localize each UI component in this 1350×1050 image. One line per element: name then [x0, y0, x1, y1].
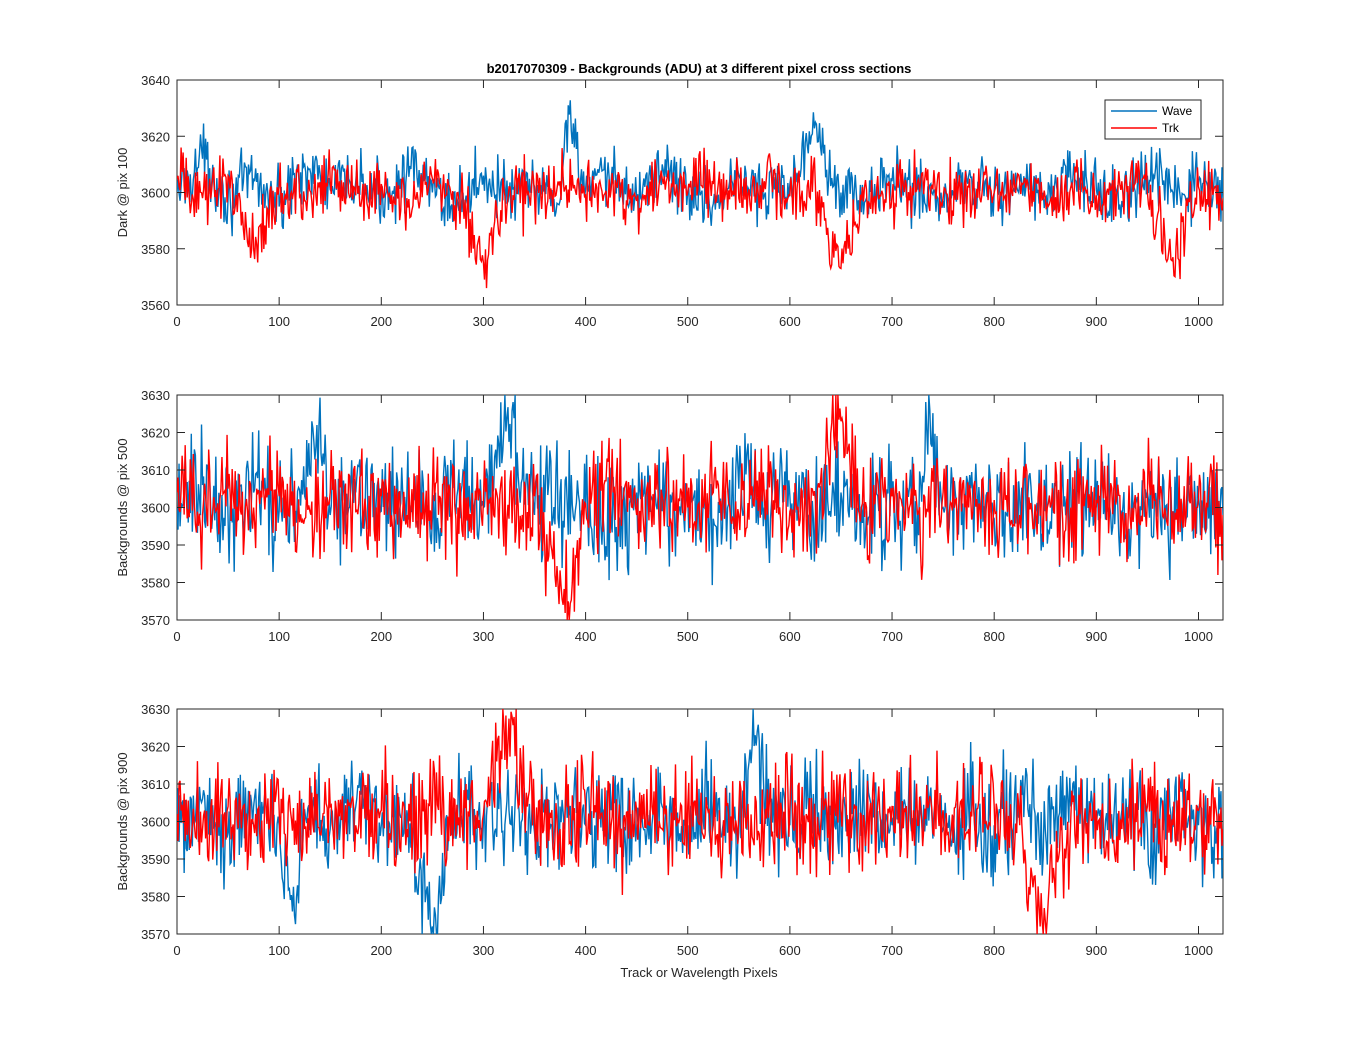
x-tick-label: 500 — [677, 314, 699, 329]
x-tick-label: 900 — [1085, 943, 1107, 958]
y-axis-label: Dark @ pix 100 — [115, 148, 130, 238]
x-tick-label: 400 — [575, 629, 597, 644]
y-tick-label: 3600 — [141, 186, 170, 201]
x-tick-label: 400 — [575, 943, 597, 958]
y-tick-label: 3620 — [141, 740, 170, 755]
x-tick-label: 0 — [173, 314, 180, 329]
x-tick-label: 300 — [473, 314, 495, 329]
x-tick-label: 800 — [983, 629, 1005, 644]
y-tick-label: 3640 — [141, 73, 170, 88]
x-tick-label: 100 — [268, 314, 290, 329]
x-tick-label: 1000 — [1184, 314, 1213, 329]
y-tick-label: 3570 — [141, 927, 170, 942]
legend-label-wave: Wave — [1162, 104, 1193, 118]
x-tick-label: 800 — [983, 314, 1005, 329]
x-tick-label: 500 — [677, 629, 699, 644]
y-tick-label: 3580 — [141, 890, 170, 905]
y-tick-label: 3620 — [141, 426, 170, 441]
x-axis-label: Track or Wavelength Pixels — [620, 965, 778, 980]
x-tick-label: 200 — [370, 314, 392, 329]
x-tick-label: 300 — [473, 943, 495, 958]
series-line-trk — [177, 147, 1223, 289]
y-tick-label: 3560 — [141, 298, 170, 313]
x-tick-label: 200 — [370, 943, 392, 958]
x-tick-label: 700 — [881, 943, 903, 958]
x-tick-label: 700 — [881, 629, 903, 644]
series-line-wave — [177, 709, 1223, 934]
x-tick-label: 700 — [881, 314, 903, 329]
x-tick-label: 600 — [779, 943, 801, 958]
x-tick-label: 400 — [575, 314, 597, 329]
y-tick-label: 3590 — [141, 538, 170, 553]
x-tick-label: 600 — [779, 629, 801, 644]
y-tick-label: 3600 — [141, 501, 170, 516]
legend-box — [1104, 99, 1202, 140]
legend-label-trk: Trk — [1162, 121, 1180, 135]
y-tick-label: 3580 — [141, 576, 170, 591]
y-tick-label: 3590 — [141, 852, 170, 867]
y-tick-label: 3620 — [141, 129, 170, 144]
x-tick-label: 0 — [173, 943, 180, 958]
x-tick-label: 1000 — [1184, 943, 1213, 958]
y-tick-label: 3610 — [141, 777, 170, 792]
x-tick-label: 900 — [1085, 629, 1107, 644]
y-axis-label: Backgrounds @ pix 500 — [115, 438, 130, 576]
x-tick-label: 900 — [1085, 314, 1107, 329]
y-tick-label: 3600 — [141, 815, 170, 830]
series-line-trk — [177, 395, 1223, 620]
x-tick-label: 300 — [473, 629, 495, 644]
x-tick-label: 800 — [983, 943, 1005, 958]
x-tick-label: 0 — [173, 629, 180, 644]
x-tick-label: 100 — [268, 943, 290, 958]
axes-backgrounds-pix-900: 0 100 200 300 400 500 600 700 800 900 1000 3570 3580… — [115, 702, 1224, 958]
y-tick-label: 3630 — [141, 388, 170, 403]
x-tick-label: 600 — [779, 314, 801, 329]
y-tick-label: 3580 — [141, 242, 170, 257]
x-tick-label: 500 — [677, 943, 699, 958]
axes-backgrounds-pix-500: 0 100 200 300 400 500 600 700 800 900 1000 3570 3580… — [115, 388, 1224, 644]
legend: Wave Trk — [1104, 99, 1202, 140]
axes-dark-pix-100: 0 100 200 300 400 500 600 700 800 900 1000 3560 3580… — [115, 73, 1224, 329]
y-tick-label: 3610 — [141, 463, 170, 478]
x-tick-label: 1000 — [1184, 629, 1213, 644]
y-tick-label: 3570 — [141, 613, 170, 628]
y-axis-label: Backgrounds @ pix 900 — [115, 752, 130, 890]
x-tick-label: 200 — [370, 629, 392, 644]
series-line-trk — [177, 709, 1223, 934]
figure-title: b2017070309 - Backgrounds (ADU) at 3 dif… — [487, 61, 912, 76]
series-line-wave — [177, 395, 1223, 586]
x-tick-label: 100 — [268, 629, 290, 644]
y-tick-label: 3630 — [141, 702, 170, 717]
